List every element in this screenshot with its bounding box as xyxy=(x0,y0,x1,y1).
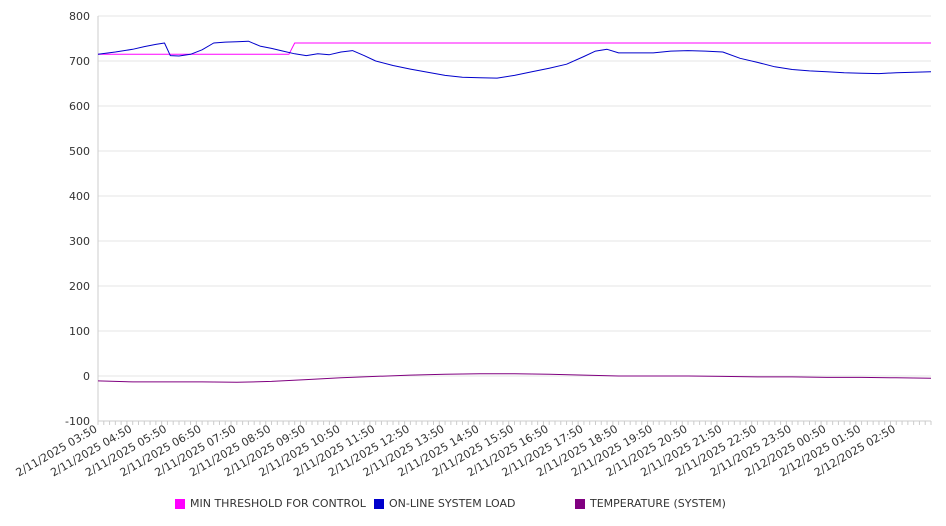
y-tick-label: 700 xyxy=(69,55,90,68)
y-tick-label: 400 xyxy=(69,190,90,203)
y-tick-label: 600 xyxy=(69,100,90,113)
legend-label-threshold: MIN THRESHOLD FOR CONTROL xyxy=(190,497,366,510)
series-line-temperature xyxy=(97,373,932,383)
y-tick-labels: 800 700 600 500 400 300 200 100 0 -100 xyxy=(65,10,90,428)
legend-swatch-load xyxy=(374,498,384,509)
legend-item-load[interactable]: ON-LINE SYSTEM LOAD xyxy=(374,497,515,510)
legend-item-threshold[interactable]: MIN THRESHOLD FOR CONTROL xyxy=(175,497,366,510)
series-line-threshold xyxy=(98,42,931,55)
axes xyxy=(97,16,932,425)
x-tick-labels: 2/11/2025 03:502/11/2025 04:502/11/2025 … xyxy=(14,422,898,479)
y-tick-label: -100 xyxy=(65,415,90,428)
y-tick-label: 0 xyxy=(83,370,90,383)
grid-lines xyxy=(98,15,931,422)
y-tick-label: 300 xyxy=(69,235,90,248)
y-tick-label: 800 xyxy=(69,10,90,23)
legend-swatch-temperature xyxy=(575,498,585,509)
legend: MIN THRESHOLD FOR CONTROL ON-LINE SYSTEM… xyxy=(0,497,946,515)
series-line-load xyxy=(97,40,932,79)
legend-label-load: ON-LINE SYSTEM LOAD xyxy=(389,497,516,510)
legend-item-temperature[interactable]: TEMPERATURE (SYSTEM) xyxy=(575,497,726,510)
series-lines xyxy=(97,40,932,383)
y-tick-label: 100 xyxy=(69,325,90,338)
line-chart: 800 700 600 500 400 300 200 100 0 -100 2/11/2025 … xyxy=(14,10,932,479)
legend-swatch-threshold xyxy=(175,498,185,509)
y-tick-label: 500 xyxy=(69,145,90,158)
y-tick-label: 200 xyxy=(69,280,90,293)
legend-label-temperature: TEMPERATURE (SYSTEM) xyxy=(590,497,726,510)
